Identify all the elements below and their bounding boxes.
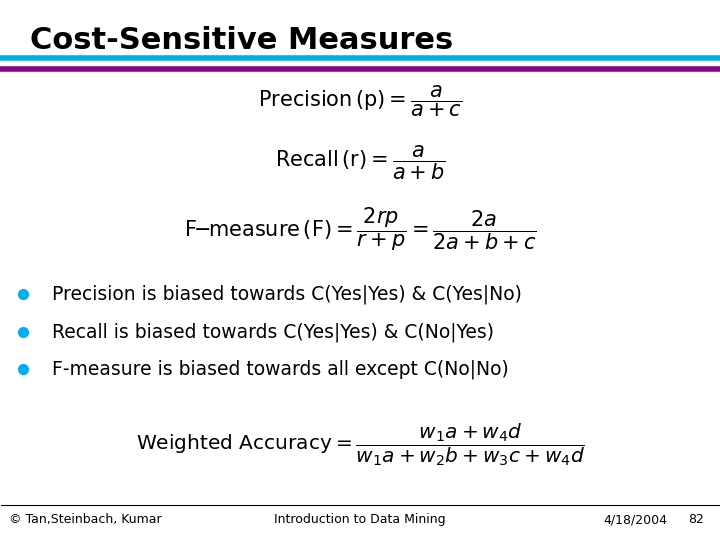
Text: 82: 82 — [688, 514, 704, 526]
Text: © Tan,Steinbach, Kumar: © Tan,Steinbach, Kumar — [9, 514, 161, 526]
Text: $\mathrm{Recall\,(r)} = \dfrac{a}{a+b}$: $\mathrm{Recall\,(r)} = \dfrac{a}{a+b}$ — [274, 143, 446, 182]
Text: Cost-Sensitive Measures: Cost-Sensitive Measures — [30, 25, 454, 55]
Text: $\mathrm{Precision\,(p)} = \dfrac{a}{a+c}$: $\mathrm{Precision\,(p)} = \dfrac{a}{a+c… — [258, 83, 462, 119]
Text: F-measure is biased towards all except C(No|No): F-measure is biased towards all except C… — [52, 360, 508, 379]
Text: Precision is biased towards C(Yes|Yes) & C(Yes|No): Precision is biased towards C(Yes|Yes) &… — [52, 285, 521, 304]
Text: $\mathrm{Weighted\ Accuracy} = \dfrac{w_1 a + w_4 d}{w_1 a + w_2 b + w_3 c + w_4: $\mathrm{Weighted\ Accuracy} = \dfrac{w_… — [135, 421, 585, 468]
Text: $\mathrm{F\!\!-\!\!measure\,(F)} = \dfrac{2rp}{r+p} = \dfrac{2a}{2a+b+c}$: $\mathrm{F\!\!-\!\!measure\,(F)} = \dfra… — [184, 206, 536, 253]
Text: Recall is biased towards C(Yes|Yes) & C(No|Yes): Recall is biased towards C(Yes|Yes) & C(… — [52, 322, 494, 341]
Text: Introduction to Data Mining: Introduction to Data Mining — [274, 514, 446, 526]
Text: 4/18/2004: 4/18/2004 — [604, 514, 668, 526]
